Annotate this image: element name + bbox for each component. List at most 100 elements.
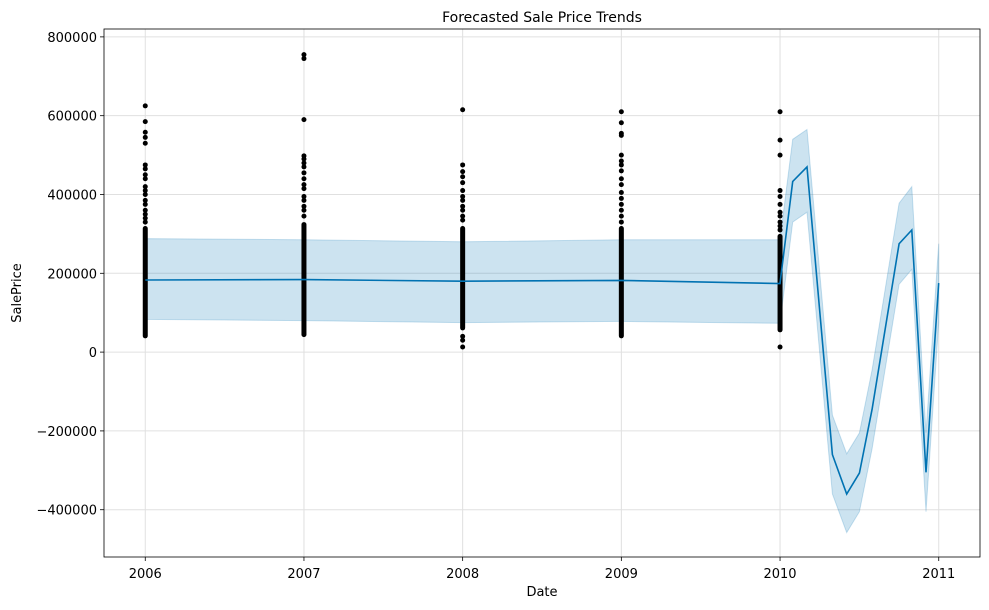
y-tick-label: 600000	[47, 110, 97, 125]
observed-point	[142, 134, 148, 140]
observed-point	[301, 207, 307, 213]
y-tick-label: −200000	[36, 425, 97, 440]
observed-point	[618, 120, 624, 126]
observed-point	[460, 197, 466, 203]
observed-point	[777, 137, 783, 143]
observed-point	[460, 174, 466, 180]
plot-frame	[103, 28, 981, 558]
observed-point	[142, 172, 148, 178]
chart-title: Forecasted Sale Price Trends	[442, 10, 642, 26]
observed-point	[301, 52, 307, 58]
observed-point	[460, 213, 466, 219]
observed-point	[777, 152, 783, 158]
observed-point	[301, 117, 307, 123]
observed-point	[460, 107, 466, 113]
observed-point	[460, 207, 466, 213]
observed-point	[618, 201, 624, 207]
observed-point	[460, 162, 466, 168]
observed-point	[460, 188, 466, 194]
observed-point	[142, 197, 148, 203]
observed-point	[301, 160, 307, 166]
observed-point	[301, 153, 307, 159]
observed-point	[777, 201, 783, 207]
observed-point	[618, 130, 624, 136]
observed-point	[142, 162, 148, 168]
observed-point	[142, 211, 148, 217]
observed-point	[618, 168, 624, 174]
observed-point	[142, 119, 148, 125]
observed-point	[460, 203, 466, 209]
observed-point	[460, 337, 466, 343]
observed-point	[618, 162, 624, 168]
observed-point	[777, 109, 783, 115]
observed-point	[142, 188, 148, 194]
observed-point-cluster	[460, 226, 466, 331]
observed-point	[301, 213, 307, 219]
observed-point	[777, 188, 783, 194]
observed-point	[460, 169, 466, 175]
x-axis-ticks: 2006 2007 2008 2009 2010 2011	[129, 557, 955, 582]
observed-point	[618, 207, 624, 213]
observed-point	[301, 197, 307, 203]
x-tick-label: 2008	[446, 567, 479, 582]
x-tick-label: 2007	[287, 567, 320, 582]
observed-point	[142, 140, 148, 146]
observed-point	[777, 344, 783, 350]
observed-point	[301, 182, 307, 188]
y-tick-label: −400000	[36, 504, 97, 519]
observed-point	[777, 223, 783, 229]
observed-point	[301, 170, 307, 176]
y-tick-label: 800000	[47, 31, 97, 46]
observed-point	[301, 176, 307, 182]
observed-point	[460, 333, 466, 339]
observed-point	[142, 207, 148, 213]
x-tick-label: 2011	[922, 567, 955, 582]
x-axis-label: Date	[526, 585, 557, 600]
y-tick-label: 0	[89, 346, 97, 361]
observed-point	[142, 215, 148, 221]
y-tick-label: 400000	[47, 188, 97, 203]
observed-point	[142, 176, 148, 182]
observed-point	[618, 195, 624, 201]
observed-point	[618, 176, 624, 182]
observed-point	[777, 209, 783, 215]
y-tick-label: 200000	[47, 267, 97, 282]
observed-point	[618, 152, 624, 158]
observed-point	[301, 56, 307, 62]
observed-point	[301, 164, 307, 170]
plot-area	[104, 29, 980, 557]
x-tick-label: 2010	[763, 567, 796, 582]
observed-point	[777, 227, 783, 233]
observed-point	[618, 213, 624, 219]
observed-point	[142, 191, 148, 197]
observed-point	[460, 217, 466, 223]
observed-point	[618, 190, 624, 196]
observed-point-cluster	[142, 226, 148, 339]
observed-point	[301, 186, 307, 192]
observed-point	[142, 184, 148, 190]
x-tick-label: 2009	[605, 567, 638, 582]
observed-point	[301, 203, 307, 209]
observed-point	[142, 129, 148, 135]
observed-point	[142, 103, 148, 109]
observed-point	[777, 213, 783, 219]
observed-point	[460, 344, 466, 350]
observed-point	[142, 201, 148, 207]
observed-point	[142, 166, 148, 172]
observed-point	[301, 193, 307, 199]
observed-point	[777, 193, 783, 199]
observed-point	[460, 180, 466, 186]
observed-point	[618, 109, 624, 115]
observed-point-cluster	[618, 226, 624, 339]
observed-point	[777, 219, 783, 225]
y-axis-label: SalePrice	[10, 263, 25, 323]
observed-point	[618, 219, 624, 225]
forecast-line	[145, 165, 940, 496]
observed-point	[618, 182, 624, 188]
observed-point	[460, 193, 466, 199]
x-tick-label: 2006	[129, 567, 162, 582]
y-axis-ticks: −400000 −200000 0 200000 400000 600000 800000	[36, 31, 104, 519]
observed-point	[142, 219, 148, 225]
observed-point	[618, 158, 624, 164]
